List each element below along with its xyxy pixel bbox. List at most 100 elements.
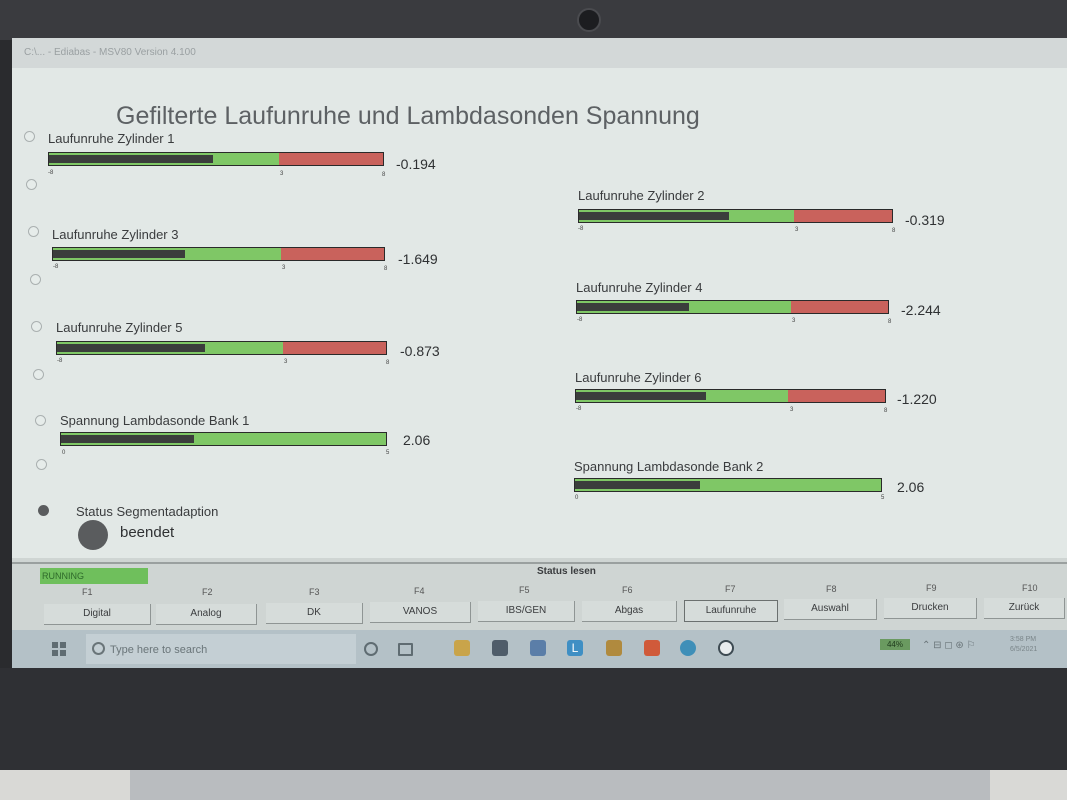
gauge-tick-min: -8: [53, 264, 59, 270]
gauge-tick-min: -8: [48, 170, 54, 176]
gauge-bar-red-zone: [283, 342, 386, 354]
mail-icon[interactable]: [530, 640, 546, 656]
fkey-button-vanos[interactable]: VANOS: [370, 602, 471, 623]
office-icon[interactable]: [644, 640, 660, 656]
clock-date: 6/5/2021: [1010, 646, 1038, 653]
taskbar-search-box[interactable]: Type here to search: [86, 634, 356, 664]
gauge-bar-red-zone: [794, 210, 892, 222]
webcam: [577, 8, 601, 32]
radio-button[interactable]: [26, 179, 37, 190]
fkey-code: F7: [725, 584, 736, 594]
function-group-label: Status lesen: [537, 566, 596, 577]
status-value: beendet: [120, 524, 175, 541]
gauge-bar: [52, 247, 385, 261]
taskbar: Type here to search L 44% ⌃ ⊟ ◻ ⊛ ⚐ 3:58…: [12, 630, 1067, 668]
fkey-code: F1: [82, 587, 93, 597]
gauge-tick-max: 8: [386, 360, 390, 366]
gauge-bar-fill: [57, 344, 206, 352]
gauge-tick-max: 8: [382, 172, 386, 178]
bmw-icon[interactable]: [718, 640, 734, 656]
radio-button[interactable]: [31, 321, 42, 332]
gauge-bar: [60, 432, 387, 446]
taskbar-clock[interactable]: 3:58 PM 6/5/2021: [1010, 635, 1037, 655]
gauge-bar-red-zone: [278, 153, 383, 165]
battery-indicator[interactable]: 44%: [880, 639, 910, 650]
gauge-tick-min: 0: [575, 495, 579, 501]
gauge-tick-mid: 3: [795, 227, 799, 233]
window-title: C:\... - Ediabas - MSV80 Version 4.100: [24, 47, 196, 58]
windows-start-icon[interactable]: [52, 642, 66, 656]
gauge-bar-fill: [53, 250, 186, 258]
gauge-value: -1.649: [398, 251, 438, 267]
gauge-tick-min: 0: [62, 450, 66, 456]
gauge-tick-mid: 3: [284, 359, 288, 365]
running-indicator: RUNNING: [40, 568, 148, 584]
radio-button[interactable]: [33, 369, 44, 380]
gauge-tick-max: 8: [892, 228, 896, 234]
fkey-button-abgas[interactable]: Abgas: [582, 601, 677, 622]
radio-button[interactable]: [36, 459, 47, 470]
radio-button[interactable]: [30, 274, 41, 285]
gauge-bar-fill: [576, 392, 706, 400]
system-tray-icons[interactable]: ⌃ ⊟ ◻ ⊛ ⚐: [922, 640, 976, 651]
l-app-icon[interactable]: L: [567, 640, 583, 656]
fkey-code: F8: [826, 584, 837, 594]
status-led: [78, 520, 108, 550]
gauge-label: Laufunruhe Zylinder 1: [48, 131, 175, 146]
radio-button[interactable]: [28, 226, 39, 237]
screen: C:\... - Ediabas - MSV80 Version 4.100 G…: [12, 38, 1067, 668]
gauge-bar-fill: [575, 481, 701, 489]
gauge-tick-max: 5: [386, 450, 390, 456]
gauge-value: 2.06: [403, 432, 431, 448]
fkey-code: F5: [519, 585, 530, 595]
gauge-bar: [56, 341, 387, 355]
gauge-tick-min: -8: [577, 317, 583, 323]
gauge-tick-mid: 3: [282, 265, 286, 271]
radio-button[interactable]: [35, 415, 46, 426]
gauge-value: -1.220: [897, 391, 937, 407]
gauge-bar: [574, 478, 882, 492]
search-placeholder: Type here to search: [110, 644, 208, 656]
laptop-deck: [130, 770, 990, 800]
gauge-label: Laufunruhe Zylinder 6: [575, 370, 702, 385]
fkey-button-analog[interactable]: Analog: [156, 604, 257, 625]
fkey-button-dk[interactable]: DK: [266, 603, 363, 624]
gauge-value: 2.06: [897, 479, 925, 495]
fkey-button-laufunruhe[interactable]: Laufunruhe: [684, 600, 778, 622]
gauge-bar-red-zone: [790, 301, 888, 313]
cortana-icon[interactable]: [364, 642, 378, 656]
status-label: Status Segmentadaption: [76, 504, 219, 519]
fkey-code: F10: [1022, 583, 1038, 593]
radio-button-selected[interactable]: [38, 505, 49, 516]
gauge-bar: [48, 152, 384, 166]
fkey-button-zurueck[interactable]: Zurück: [984, 598, 1065, 619]
file-explorer-icon[interactable]: [454, 640, 470, 656]
gauge-bar-red-zone: [788, 390, 885, 402]
task-view-icon[interactable]: [398, 643, 413, 656]
gauge-value: -2.244: [901, 302, 941, 318]
fkey-code: F9: [926, 583, 937, 593]
clock-time: 3:58 PM: [1010, 636, 1037, 643]
fkey-button-drucken[interactable]: Drucken: [884, 598, 977, 619]
gauge-tick-max: 5: [881, 495, 885, 501]
gauge-bar: [575, 389, 886, 403]
gauge-label: Spannung Lambdasonde Bank 2: [574, 459, 764, 474]
gauge-bar-red-zone: [280, 248, 384, 260]
gauge-bar: [576, 300, 889, 314]
fkey-button-ibs-gen[interactable]: IBS/GEN: [478, 601, 575, 622]
photos-icon[interactable]: [606, 640, 622, 656]
gauge-bar-fill: [61, 435, 195, 443]
gauge-tick-mid: 3: [792, 318, 796, 324]
edge-icon[interactable]: [680, 640, 696, 656]
gauge-bar-fill: [577, 303, 689, 311]
store-icon[interactable]: [492, 640, 508, 656]
gauge-bar: [578, 209, 893, 223]
radio-button[interactable]: [24, 131, 35, 142]
fkey-code: F2: [202, 587, 213, 597]
gauge-label: Spannung Lambdasonde Bank 1: [60, 413, 250, 428]
gauge-tick-min: -8: [578, 226, 584, 232]
gauge-tick-min: -8: [576, 406, 582, 412]
divider: [12, 562, 1067, 564]
fkey-button-digital[interactable]: Digital: [44, 604, 151, 625]
fkey-button-auswahl[interactable]: Auswahl: [784, 599, 877, 620]
